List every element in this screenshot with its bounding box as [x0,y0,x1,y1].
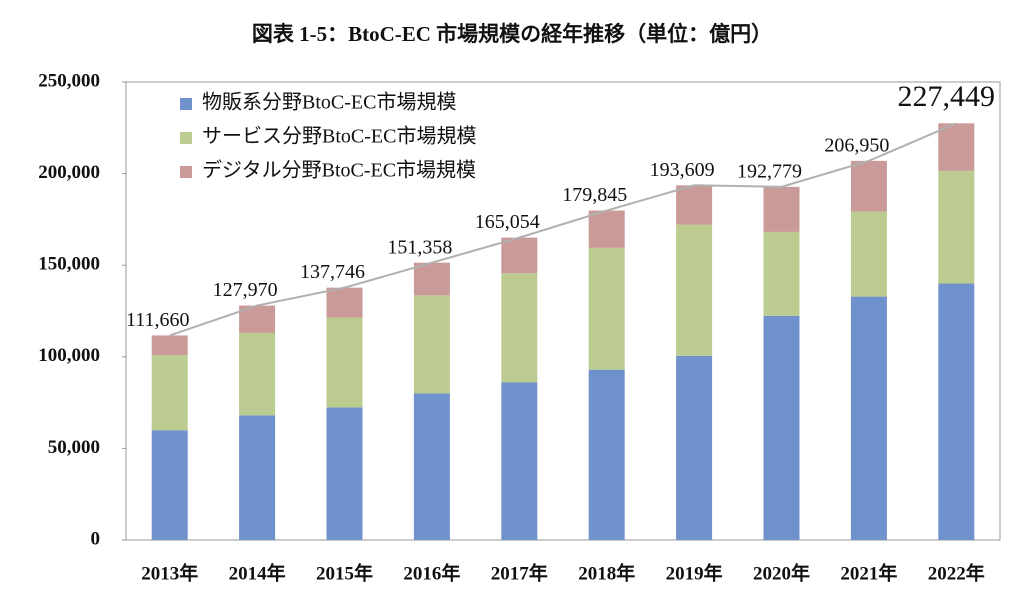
bar-segment [239,415,276,540]
total-label: 127,970 [213,279,278,301]
legend-swatch [180,98,192,110]
bar-segment [413,295,450,394]
bar-segment [326,407,363,540]
bar-segment [326,287,363,318]
y-tick-label: 50,000 [48,437,100,458]
y-tick-label: 200,000 [38,162,100,183]
x-tick-label: 2022年 [928,561,985,584]
x-tick-label: 2021年 [840,561,897,584]
chart-title: 図表 1-5：BtoC-EC 市場規模の経年推移（単位：億円） [252,22,772,46]
bar-segment [938,283,975,540]
legend-label: 物販系分野BtoC-EC市場規模 [202,91,456,114]
bar-segment [676,355,713,540]
total-label: 192,779 [737,160,802,182]
x-tick-label: 2013年 [141,561,198,584]
x-tick-label: 2019年 [666,561,723,584]
bar-segment [501,237,538,274]
bar-segment [413,262,450,296]
bar-segment [326,317,363,408]
x-tick-label: 2015年 [316,561,373,584]
plot-frame [125,81,1001,541]
bar-segment [938,170,975,284]
bar-segment [588,369,625,540]
bar-segment [588,210,625,248]
bar-segment [763,186,800,232]
total-label: 165,054 [475,211,540,233]
legend-label: サービス分野BtoC-EC市場規模 [202,125,476,148]
bar-segment [763,315,800,540]
bar-segment [501,273,538,383]
total-label: 227,449 [898,80,996,113]
y-tick-label: 250,000 [38,70,100,91]
legend-swatch [180,166,192,178]
total-label: 206,950 [824,134,889,156]
total-label: 137,746 [300,261,365,283]
bar-segment [151,355,188,431]
total-label: 179,845 [562,184,627,206]
bar-segment [763,231,800,316]
y-tick-label: 0 [91,528,101,549]
x-tick-label: 2020年 [753,561,810,584]
bar-segment [938,123,975,171]
x-tick-label: 2018年 [578,561,635,584]
bar-segment [676,185,713,225]
legend-swatch [180,132,192,144]
x-tick-label: 2017年 [491,561,548,584]
bar-segment [850,211,887,297]
bar-segment [501,382,538,540]
total-label: 193,609 [650,159,715,181]
y-tick-label: 100,000 [38,345,100,366]
bar-segment [413,393,450,540]
bar-segment [588,247,625,370]
bar-segment [850,160,887,212]
bar-segment [151,430,188,540]
bar-segment [850,296,887,540]
y-tick-label: 150,000 [38,254,100,275]
legend-label: デジタル分野BtoC-EC市場規模 [202,159,476,182]
bar-segment [239,332,276,416]
total-line [169,122,957,337]
total-label: 111,660 [126,309,190,331]
bar-segment [676,224,713,356]
total-label: 151,358 [387,236,452,258]
x-tick-label: 2014年 [229,561,286,584]
bar-segment [151,335,188,356]
x-tick-label: 2016年 [403,561,460,584]
